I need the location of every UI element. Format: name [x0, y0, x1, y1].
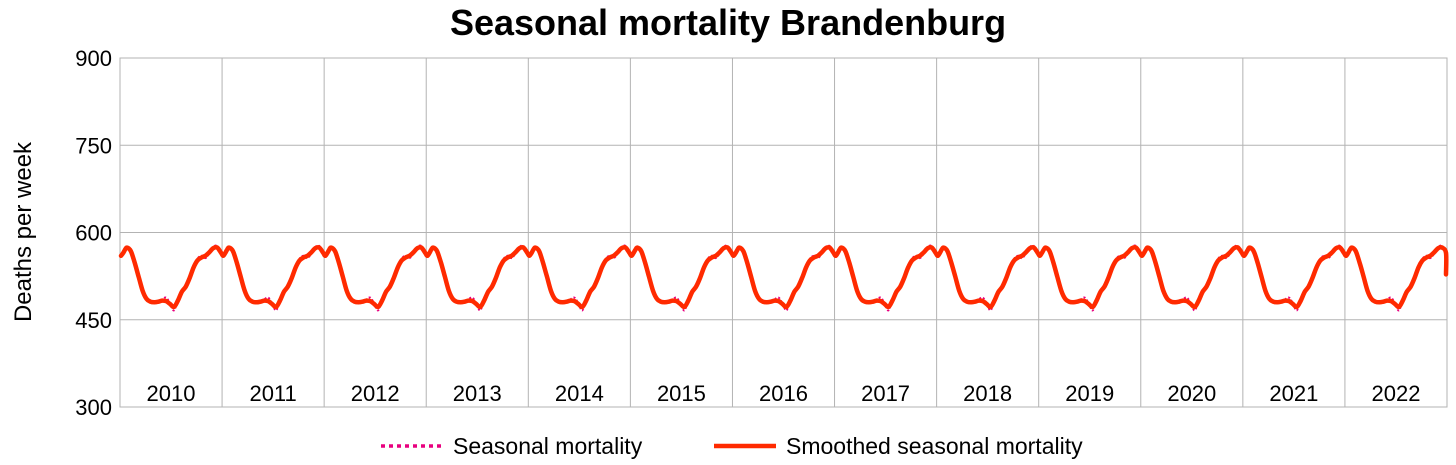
x-tick-label: 2016	[759, 381, 808, 406]
legend-label-smoothed-seasonal-mortality: Smoothed seasonal mortality	[786, 433, 1083, 459]
y-tick-label: 300	[75, 395, 112, 420]
x-tick-label: 2011	[249, 381, 296, 406]
x-tick-label: 2020	[1167, 381, 1216, 406]
x-tick-label: 2021	[1269, 381, 1318, 406]
x-tick-label: 2010	[147, 381, 196, 406]
x-tick-label: 2014	[555, 381, 604, 406]
plot-frame	[119, 57, 1448, 408]
x-tick-label: 2015	[657, 381, 706, 406]
y-tick-label: 900	[75, 46, 112, 71]
legend: Seasonal mortality Smoothed seasonal mor…	[381, 433, 1083, 459]
series-layer	[118, 244, 1449, 312]
x-tick-labels: 2010 2011 2012 2013 2014 2015 2016 2017 2018 2019…	[147, 381, 1421, 406]
x-tick-label: 2017	[861, 381, 910, 406]
x-tick-label: 2013	[453, 381, 502, 406]
x-tick-label: 2019	[1065, 381, 1114, 406]
x-tick-label: 2022	[1371, 381, 1420, 406]
y-tick-label: 600	[75, 221, 112, 246]
series-line-smoothed-seasonal-mortality	[118, 244, 1449, 310]
grid-lines	[119, 57, 1448, 408]
y-tick-labels: 300 450 600 750 900	[75, 46, 112, 420]
x-tick-label: 2018	[963, 381, 1012, 406]
legend-label-seasonal-mortality: Seasonal mortality	[453, 433, 643, 459]
x-tick-label: 2012	[351, 381, 400, 406]
y-tick-label: 750	[75, 133, 112, 158]
y-tick-label: 450	[75, 308, 112, 333]
chart-title: Seasonal mortality Brandenburg	[449, 2, 1007, 43]
series-line-seasonal-mortality	[120, 244, 1448, 312]
